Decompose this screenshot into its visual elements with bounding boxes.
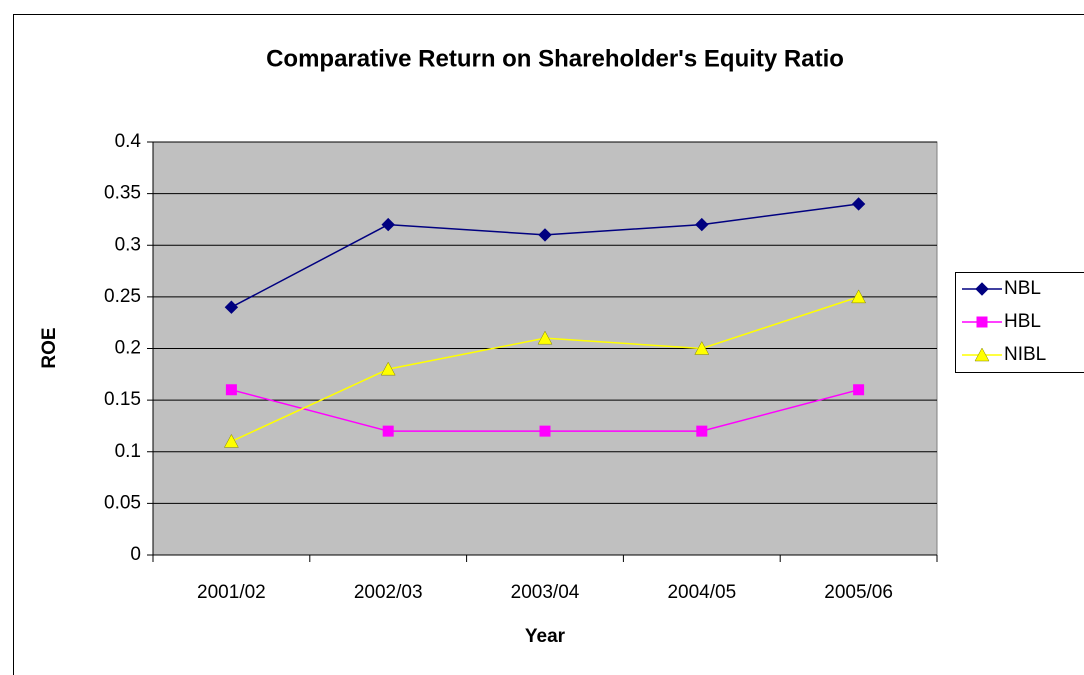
data-point [851, 289, 867, 304]
legend-label: NIBL [1004, 344, 1046, 365]
y-tick-label: 0.25 [104, 286, 141, 307]
data-point [694, 340, 710, 355]
legend-marker [976, 316, 988, 328]
data-point [225, 384, 237, 396]
x-tick-label: 2002/03 [354, 582, 423, 603]
y-tick-label: 0.35 [104, 183, 141, 204]
data-point [380, 361, 396, 376]
data-point [853, 384, 865, 396]
x-axis-label: Year [525, 626, 566, 647]
y-tick-label: 0 [130, 544, 141, 565]
y-axis-label: ROE [39, 327, 60, 368]
data-point [539, 425, 551, 437]
y-tick-label: 0.05 [104, 492, 141, 513]
y-tick-label: 0.4 [115, 131, 142, 152]
y-tick-label: 0.2 [115, 338, 141, 359]
y-tick-label: 0.3 [115, 234, 141, 255]
data-point [851, 197, 866, 211]
legend-label: NBL [1004, 278, 1041, 299]
legend-label: HBL [1004, 311, 1041, 332]
chart-title: Comparative Return on Shareholder's Equi… [266, 45, 844, 72]
data-point [381, 217, 395, 232]
data-point [695, 217, 709, 232]
data-point [382, 425, 394, 437]
data-point [537, 330, 553, 345]
data-point [224, 300, 239, 314]
data-point [223, 433, 239, 448]
x-tick-label: 2003/04 [511, 582, 580, 603]
x-tick-label: 2005/06 [824, 582, 893, 603]
data-point [538, 228, 552, 242]
x-tick-label: 2004/05 [667, 582, 736, 603]
legend-marker [974, 347, 990, 362]
x-tick-label: 2001/02 [197, 582, 266, 603]
legend-marker [975, 282, 989, 296]
y-tick-label: 0.15 [104, 389, 141, 410]
y-tick-label: 0.1 [115, 441, 141, 462]
data-point [696, 425, 708, 437]
